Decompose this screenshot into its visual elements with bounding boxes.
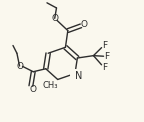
Text: CH₃: CH₃ <box>42 81 58 90</box>
Text: O: O <box>81 20 88 30</box>
Text: F: F <box>104 52 109 61</box>
Text: O: O <box>51 14 58 23</box>
Text: O: O <box>16 61 23 71</box>
Text: O: O <box>29 85 36 94</box>
Text: F: F <box>102 41 107 50</box>
Text: N: N <box>74 71 82 81</box>
Text: F: F <box>102 63 107 72</box>
